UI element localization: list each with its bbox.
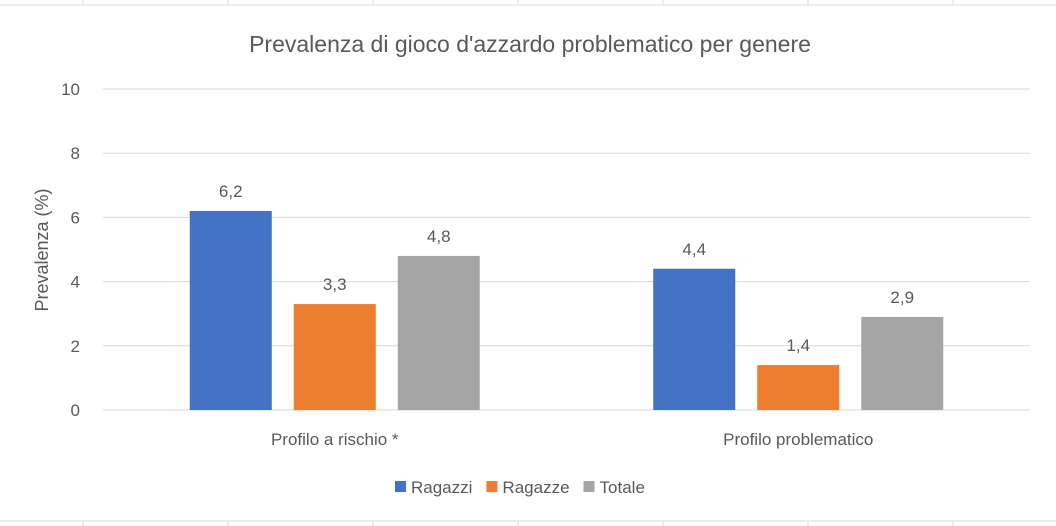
legend-label: Ragazze <box>502 478 569 497</box>
y-tick-label: 6 <box>71 208 80 227</box>
y-tick-label: 10 <box>61 80 80 99</box>
data-label: 1,4 <box>786 336 810 355</box>
bar-totale <box>861 316 944 410</box>
data-label: 6,2 <box>219 182 243 201</box>
legend-label: Ragazzi <box>411 478 472 497</box>
legend-swatch <box>583 481 595 492</box>
x-tick-label: Profilo a rischio * <box>271 430 399 449</box>
legend-swatch <box>486 481 498 492</box>
y-tick-label: 2 <box>71 337 80 356</box>
legend-label: Totale <box>600 478 645 497</box>
data-label: 2,9 <box>890 288 914 307</box>
bar-ragazze <box>293 304 376 410</box>
data-label: 4,4 <box>682 240 706 259</box>
bar-ragazzi <box>653 268 736 410</box>
y-tick-label: 8 <box>71 144 80 163</box>
y-axis-label: Prevalenza (%) <box>32 188 52 311</box>
data-label: 4,8 <box>427 227 451 246</box>
y-tick-label: 0 <box>71 401 80 420</box>
x-tick-label: Profilo problematico <box>723 430 873 449</box>
legend-swatch <box>395 481 406 492</box>
bar-totale <box>397 255 480 410</box>
data-label: 3,3 <box>323 275 347 294</box>
bar-ragazze <box>757 365 840 410</box>
y-tick-label: 4 <box>71 273 80 292</box>
bar-ragazzi <box>189 210 272 410</box>
chart-title: Prevalenza di gioco d'azzardo problemati… <box>249 31 811 57</box>
